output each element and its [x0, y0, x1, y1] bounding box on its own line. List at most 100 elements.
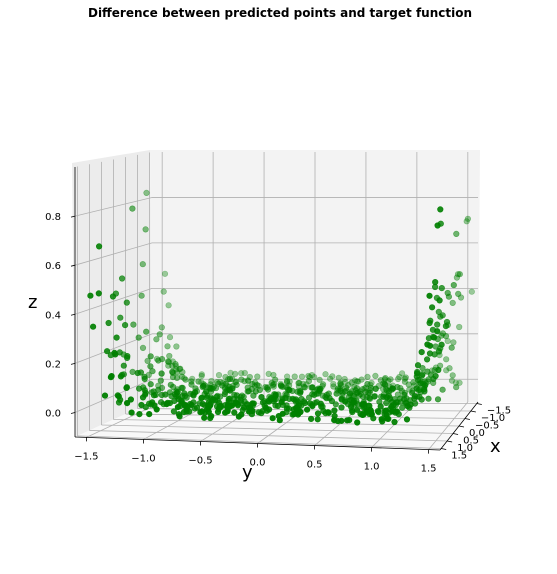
scatter-point	[222, 373, 229, 381]
scatter-point	[235, 413, 242, 420]
scatter-point	[449, 372, 456, 379]
scatter-point	[421, 386, 428, 393]
scatter-point	[358, 376, 365, 383]
scatter-point	[383, 407, 390, 414]
scatter-point	[103, 348, 111, 355]
scatter-point	[268, 379, 275, 386]
scatter-point	[163, 401, 170, 408]
scatter-point	[173, 343, 180, 350]
scatter-point	[426, 292, 433, 299]
scatter-point	[217, 403, 225, 411]
scatter-point	[200, 382, 207, 390]
scatter-point	[360, 411, 367, 418]
scatter-point	[123, 299, 130, 306]
scatter-point	[437, 206, 444, 213]
z-tick-label: 0.6	[45, 261, 61, 272]
scatter-point	[160, 288, 167, 295]
scatter-point	[95, 243, 103, 250]
scatter-point	[87, 292, 94, 299]
scatter-point	[372, 372, 379, 380]
scatter-point	[442, 323, 450, 330]
y-axis-label: y	[242, 462, 253, 483]
scatter-point	[205, 408, 212, 416]
scatter-point	[380, 380, 387, 387]
grid-line-floor-x	[89, 430, 448, 442]
scatter-point	[426, 319, 433, 327]
scatter-point	[306, 374, 313, 381]
scatter-point	[391, 418, 398, 426]
scatter-point	[404, 403, 411, 410]
scatter-point	[283, 377, 291, 385]
scatter-point	[309, 403, 316, 410]
scatter-point	[435, 366, 442, 374]
scatter-point	[142, 226, 149, 233]
z-tick-label: 0.2	[45, 359, 61, 370]
scatter-point	[276, 417, 283, 424]
y-tick-label: −1.5	[74, 451, 98, 462]
scatter-point	[123, 384, 130, 392]
scatter-point	[129, 368, 136, 376]
scatter-point	[255, 409, 262, 416]
scatter-point	[134, 369, 141, 377]
z-tick-label: 0.4	[45, 310, 61, 321]
scatter-point	[135, 334, 142, 341]
scatter-point	[297, 390, 304, 397]
scatter-point	[269, 415, 276, 422]
scatter-point	[279, 383, 286, 390]
scatter-point	[147, 353, 154, 360]
scatter-point	[198, 372, 205, 380]
scatter-point	[360, 393, 367, 401]
scatter-point	[139, 344, 147, 352]
scatter-point	[443, 367, 450, 374]
x-tick-mark	[476, 403, 482, 405]
scatter-point	[305, 378, 313, 385]
scatter-point	[382, 375, 389, 382]
scatter-point	[245, 377, 252, 385]
scatter-point	[314, 416, 321, 423]
left-pane	[72, 150, 152, 437]
scatter-point	[161, 270, 169, 277]
scatter-point	[456, 379, 463, 386]
scatter-point	[199, 400, 206, 408]
scatter-point	[364, 373, 371, 381]
scatter-point	[453, 384, 460, 391]
scatter-point	[353, 406, 361, 413]
scatter-point	[328, 397, 336, 405]
scatter-point	[331, 407, 338, 414]
scatter-point	[434, 328, 441, 335]
scatter-point	[377, 403, 384, 410]
scatter-point	[380, 393, 387, 401]
scatter-point	[434, 222, 441, 229]
scatter-point	[141, 375, 148, 383]
scatter-point	[418, 396, 425, 403]
scatter-point	[190, 392, 197, 399]
scatter-point	[414, 370, 421, 377]
scatter-point	[240, 404, 248, 411]
scatter-point	[308, 415, 315, 423]
scatter-point	[366, 394, 373, 402]
scatter-point	[324, 409, 332, 416]
scatter-point	[389, 408, 396, 415]
scatter-point	[282, 394, 289, 402]
scatter-point	[224, 407, 231, 414]
grid-line-floor-x	[113, 419, 460, 427]
y-tick-label: 1.0	[364, 462, 380, 473]
scatter-point	[374, 408, 382, 415]
scatter-point	[226, 376, 233, 383]
scatter-point	[246, 373, 253, 381]
scatter-point	[450, 282, 457, 289]
scatter-point	[262, 404, 270, 412]
scatter-point	[169, 374, 177, 381]
scatter-point	[338, 404, 345, 411]
scatter-point	[403, 416, 411, 423]
scatter-point	[212, 397, 219, 404]
scatter-point	[301, 384, 309, 391]
scatter-point	[296, 379, 303, 387]
scatter-point	[195, 378, 202, 385]
scatter-point	[383, 399, 390, 407]
scatter-point	[414, 362, 422, 369]
scatter-point	[443, 356, 450, 363]
scatter-point	[188, 381, 195, 388]
scatter-point	[424, 368, 431, 375]
